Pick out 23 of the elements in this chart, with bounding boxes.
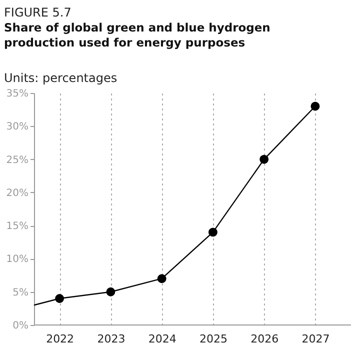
y-tick-label: 20% — [6, 188, 28, 199]
chart-title: FIGURE 5.7 — [4, 6, 72, 20]
x-tick-label: 2024 — [148, 332, 176, 346]
x-tick-label: 2027 — [302, 332, 330, 346]
x-tick-label: 2023 — [97, 332, 126, 346]
y-tick-label: 10% — [6, 254, 28, 266]
y-tick-label: 35% — [6, 88, 28, 100]
y-tick-label: 5% — [12, 287, 28, 298]
x-tick-label: 2025 — [199, 332, 228, 346]
y-tick-label: 15% — [6, 221, 28, 232]
point — [55, 294, 64, 303]
chart-subtitle: Share of global green and blue hydrogen production used for energy purposes — [4, 20, 270, 50]
point — [310, 102, 320, 111]
point — [157, 274, 166, 284]
text: Units: percentages — [4, 71, 118, 85]
x-tick-label: 2022 — [46, 332, 74, 346]
y-tick-label: 30% — [6, 122, 28, 133]
y-tick-label: 25% — [6, 154, 28, 166]
point — [260, 154, 269, 164]
point — [208, 228, 218, 237]
y-tick-label: 0% — [12, 320, 28, 332]
point — [106, 287, 116, 296]
x-tick-label: 2026 — [250, 332, 279, 346]
